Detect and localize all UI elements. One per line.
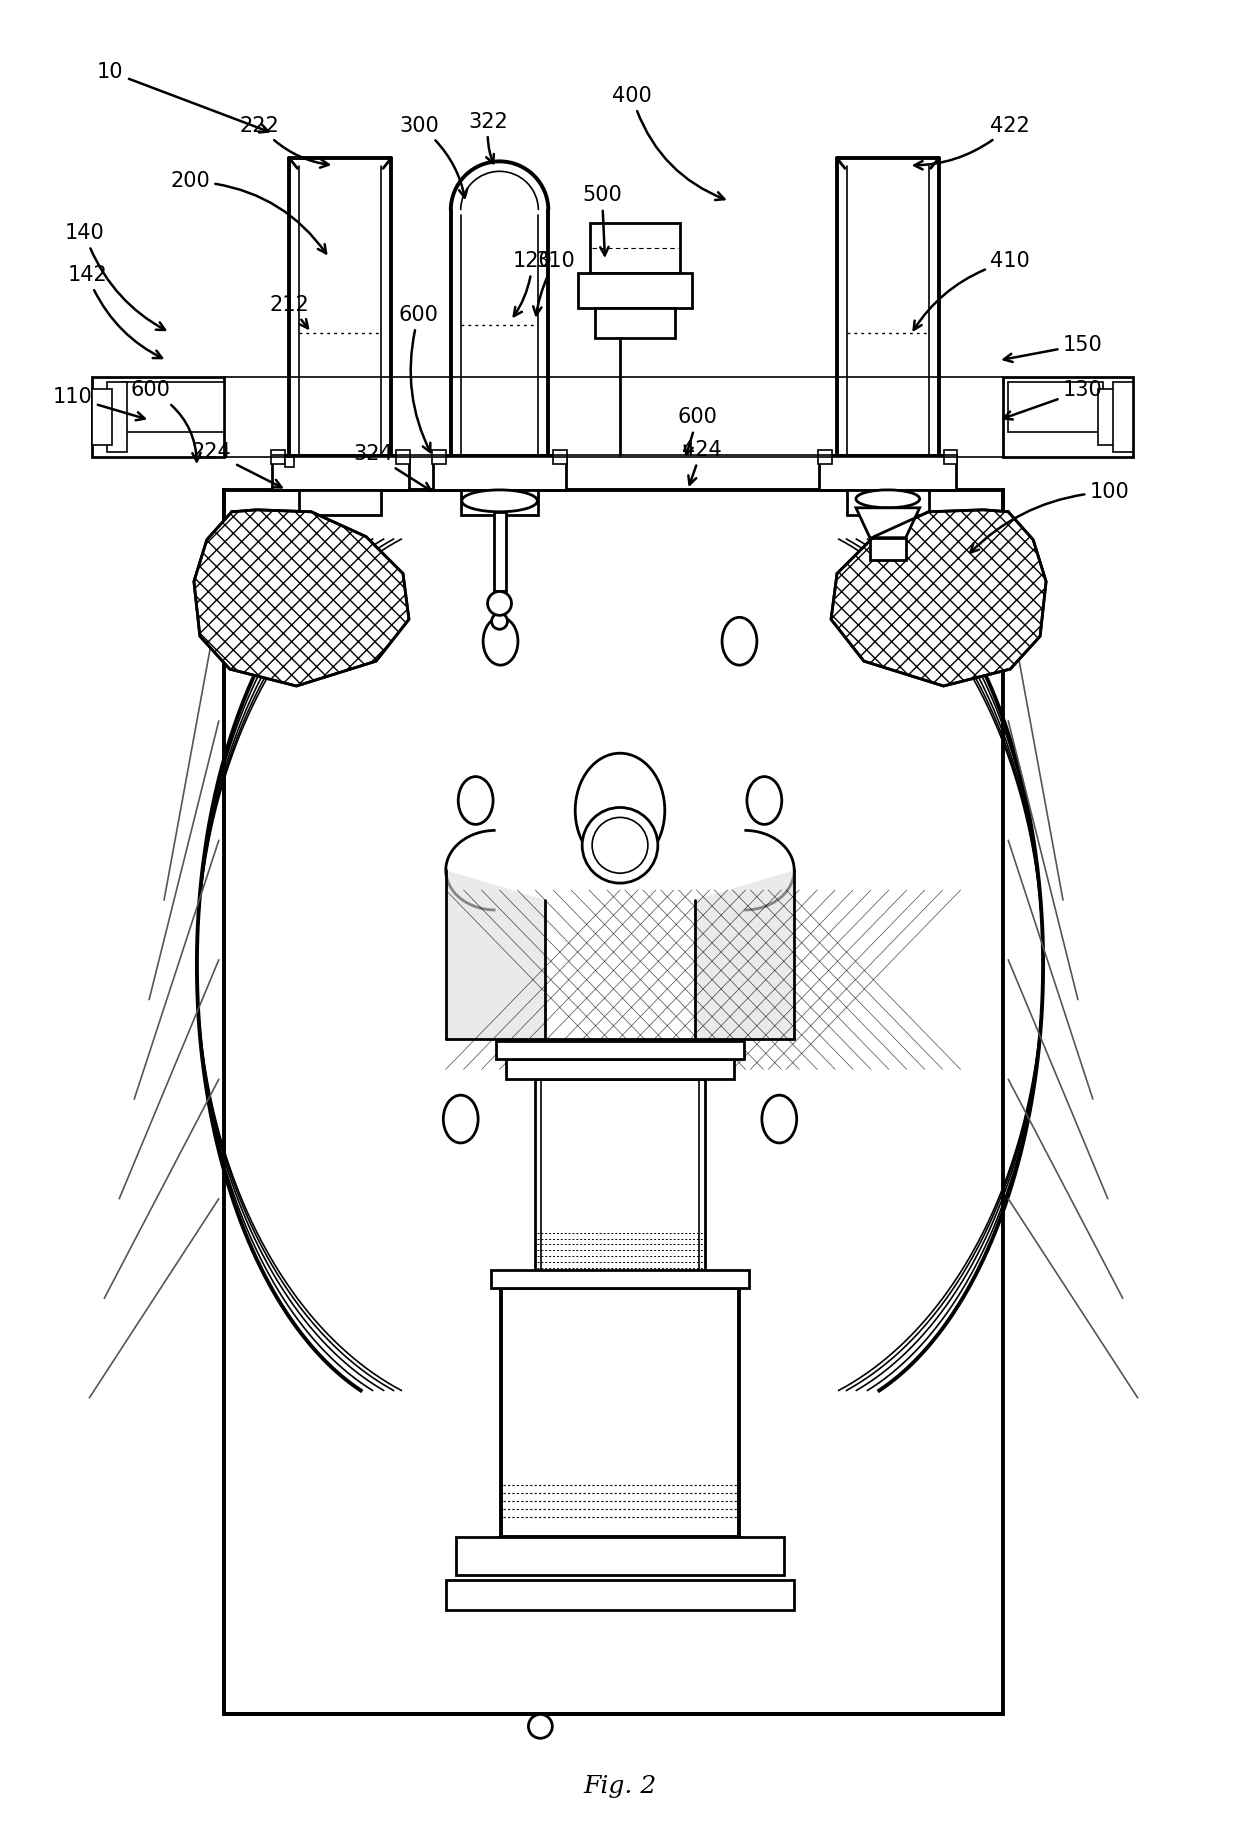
- Bar: [870, 537, 905, 559]
- Bar: [299, 490, 381, 516]
- Bar: [456, 1538, 784, 1574]
- Bar: [590, 222, 680, 273]
- Bar: [820, 456, 956, 490]
- Circle shape: [528, 1715, 552, 1738]
- Polygon shape: [856, 508, 920, 537]
- Bar: [553, 450, 567, 465]
- Bar: [1097, 390, 1117, 445]
- Text: 300: 300: [399, 115, 467, 199]
- Circle shape: [582, 807, 658, 884]
- Ellipse shape: [856, 490, 920, 508]
- Text: 120: 120: [512, 251, 552, 317]
- Bar: [847, 490, 929, 516]
- Circle shape: [593, 818, 647, 873]
- Ellipse shape: [443, 1095, 479, 1142]
- Bar: [108, 383, 128, 452]
- Bar: [432, 450, 446, 465]
- Ellipse shape: [722, 618, 756, 665]
- Bar: [595, 308, 675, 337]
- Bar: [284, 457, 294, 466]
- Text: 222: 222: [239, 115, 329, 168]
- Polygon shape: [831, 510, 1047, 687]
- Text: 400: 400: [613, 86, 724, 200]
- Text: Fig. 2: Fig. 2: [583, 1775, 657, 1798]
- Text: 130: 130: [1003, 381, 1102, 419]
- Bar: [433, 456, 567, 490]
- Text: 200: 200: [170, 171, 326, 253]
- Text: 324: 324: [353, 445, 432, 490]
- Circle shape: [491, 614, 507, 629]
- Text: 224: 224: [192, 443, 281, 486]
- Circle shape: [487, 592, 511, 616]
- Bar: [223, 490, 1003, 1715]
- Text: 322: 322: [469, 111, 508, 164]
- Bar: [578, 273, 692, 308]
- Ellipse shape: [575, 752, 665, 867]
- Text: 10: 10: [97, 62, 268, 133]
- Bar: [396, 450, 410, 465]
- Bar: [92, 390, 113, 445]
- Text: 310: 310: [533, 251, 575, 315]
- Text: 422: 422: [914, 115, 1030, 169]
- Bar: [1008, 383, 1102, 432]
- Bar: [1003, 377, 1132, 457]
- Bar: [270, 450, 284, 465]
- Bar: [818, 450, 832, 465]
- Ellipse shape: [461, 490, 537, 512]
- Text: 150: 150: [1003, 335, 1102, 363]
- Bar: [944, 450, 957, 465]
- Bar: [501, 1288, 739, 1538]
- Text: 140: 140: [64, 222, 165, 330]
- Polygon shape: [193, 510, 409, 687]
- Bar: [272, 456, 409, 490]
- Text: 142: 142: [67, 264, 162, 359]
- Bar: [446, 1580, 794, 1611]
- Bar: [506, 1059, 734, 1079]
- Text: 110: 110: [52, 388, 145, 421]
- Ellipse shape: [484, 618, 518, 665]
- Bar: [1112, 383, 1132, 452]
- Text: 600: 600: [678, 408, 718, 456]
- Text: 100: 100: [971, 481, 1130, 552]
- Bar: [536, 1079, 704, 1288]
- Text: 424: 424: [682, 441, 722, 485]
- Bar: [461, 490, 538, 516]
- Text: 600: 600: [399, 304, 439, 452]
- Text: 212: 212: [269, 295, 309, 328]
- Polygon shape: [446, 871, 794, 1079]
- Ellipse shape: [746, 776, 781, 824]
- Ellipse shape: [761, 1095, 797, 1142]
- Bar: [491, 1270, 749, 1288]
- Ellipse shape: [459, 776, 494, 824]
- Bar: [92, 377, 223, 457]
- Text: 600: 600: [130, 381, 201, 461]
- Bar: [496, 1042, 744, 1059]
- Bar: [494, 512, 506, 592]
- Bar: [123, 383, 223, 432]
- Text: 410: 410: [914, 251, 1030, 330]
- Text: 500: 500: [583, 186, 622, 255]
